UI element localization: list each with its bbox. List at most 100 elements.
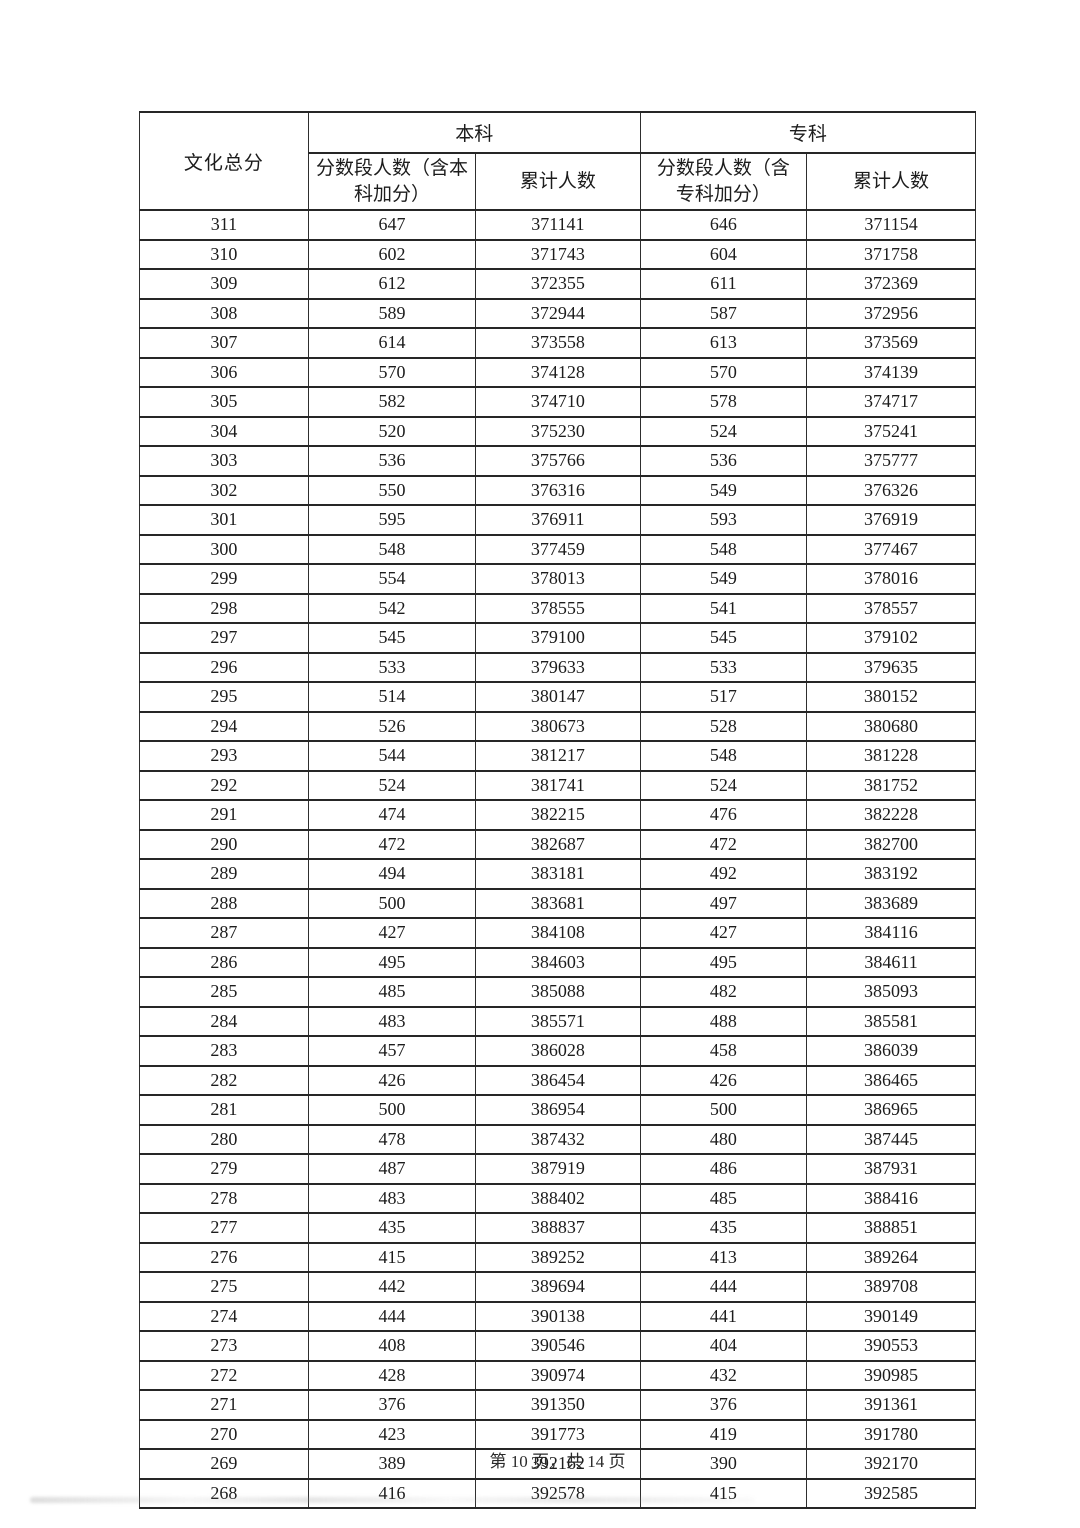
table-cell: 426: [307, 1064, 477, 1096]
table-cell: 384611: [806, 946, 976, 978]
table-cell: 392162: [475, 1448, 641, 1480]
table-row: 270 423 391773 419 391780: [139, 1418, 976, 1450]
table-cell: 288: [139, 887, 309, 919]
table-cell: 382700: [806, 828, 976, 860]
table-cell: 382228: [806, 799, 976, 831]
table-cell: 378557: [806, 592, 976, 624]
table-cell: 388416: [806, 1182, 976, 1214]
table-cell: 386454: [475, 1064, 641, 1096]
table-cell: 485: [307, 976, 477, 1008]
table-cell: 270: [139, 1418, 309, 1450]
table-cell: 387931: [806, 1153, 976, 1185]
table-cell: 381217: [475, 740, 641, 772]
scan-artifact: [30, 1497, 755, 1503]
table-cell: 387445: [806, 1123, 976, 1155]
table-cell: 376: [307, 1389, 477, 1421]
table-cell: 384116: [806, 917, 976, 949]
table-cell: 278: [139, 1182, 309, 1214]
table-cell: 526: [307, 710, 477, 742]
table-cell: 390138: [475, 1300, 641, 1332]
table-cell: 297: [139, 622, 309, 654]
table-row: 305 582 374710 578 374717: [139, 386, 976, 418]
table-cell: 376326: [806, 474, 976, 506]
table-row: 310 602 371743 604 371758: [139, 238, 976, 270]
table-cell: 293: [139, 740, 309, 772]
table-cell: 271: [139, 1389, 309, 1421]
table-cell: 390: [639, 1448, 808, 1480]
table-cell: 308: [139, 297, 309, 329]
table-cell: 371154: [806, 209, 976, 241]
table-cell: 495: [307, 946, 477, 978]
table-cell: 385088: [475, 976, 641, 1008]
table-cell: 374717: [806, 386, 976, 418]
table-cell: 476: [639, 799, 808, 831]
table-cell: 275: [139, 1271, 309, 1303]
table-cell: 277: [139, 1212, 309, 1244]
table-cell: 570: [307, 356, 477, 388]
table-cell: 383192: [806, 858, 976, 890]
table-cell: 378013: [475, 563, 641, 595]
table-cell: 549: [639, 474, 808, 506]
header-sub-row: 分数段人数（含本科加分） 累计人数 分数段人数（含专科加分） 累计人数: [140, 152, 976, 211]
table-cell: 612: [307, 268, 477, 300]
table-cell: 305: [139, 386, 309, 418]
table-cell: 488: [639, 1005, 808, 1037]
table-row: 300 548 377459 548 377467: [139, 533, 976, 565]
table-cell: 390553: [806, 1330, 976, 1362]
table-cell: 483: [307, 1182, 477, 1214]
table-cell: 372956: [806, 297, 976, 329]
table-row: 279 487 387919 486 387931: [139, 1153, 976, 1185]
table-cell: 614: [307, 327, 477, 359]
table-cell: 309: [139, 268, 309, 300]
table-cell: 500: [639, 1094, 808, 1126]
table-row: 280 478 387432 480 387445: [139, 1123, 976, 1155]
table-cell: 306: [139, 356, 309, 388]
score-distribution-table: 文化总分 本科 专科 分数段人数（含本科加分） 累计人数 分数段人数（含专科加分…: [139, 111, 977, 1509]
table-cell: 291: [139, 799, 309, 831]
table-cell: 549: [639, 563, 808, 595]
table-cell: 380680: [806, 710, 976, 742]
table-cell: 374139: [806, 356, 976, 388]
table-row: 269 389 392162 390 392170: [139, 1448, 976, 1480]
table-cell: 423: [307, 1418, 477, 1450]
table-cell: 304: [139, 415, 309, 447]
table-cell: 299: [139, 563, 309, 595]
table-cell: 386039: [806, 1035, 976, 1067]
table-cell: 387919: [475, 1153, 641, 1185]
table-cell: 514: [307, 681, 477, 713]
document-page: 文化总分 本科 专科 分数段人数（含本科加分） 累计人数 分数段人数（含专科加分…: [139, 111, 977, 1509]
table-cell: 472: [307, 828, 477, 860]
table-cell: 536: [307, 445, 477, 477]
table-cell: 589: [307, 297, 477, 329]
table-cell: 485: [639, 1182, 808, 1214]
table-cell: 282: [139, 1064, 309, 1096]
table-cell: 391350: [475, 1389, 641, 1421]
table-cell: 377467: [806, 533, 976, 565]
table-cell: 444: [639, 1271, 808, 1303]
table-cell: 379633: [475, 651, 641, 683]
table-cell: 483: [307, 1005, 477, 1037]
table-cell: 384108: [475, 917, 641, 949]
table-cell: 283: [139, 1035, 309, 1067]
table-cell: 386954: [475, 1094, 641, 1126]
table-cell: 611: [639, 268, 808, 300]
table-cell: 379102: [806, 622, 976, 654]
table-row: 282 426 386454 426 386465: [139, 1064, 976, 1096]
table-row: 294 526 380673 528 380680: [139, 710, 976, 742]
table-cell: 494: [307, 858, 477, 890]
table-row: 283 457 386028 458 386039: [139, 1035, 976, 1067]
table-cell: 487: [307, 1153, 477, 1185]
table-cell: 545: [307, 622, 477, 654]
table-cell: 427: [307, 917, 477, 949]
table-cell: 376911: [475, 504, 641, 536]
table-cell: 416: [307, 1477, 477, 1509]
table-row: 288 500 383681 497 383689: [139, 887, 976, 919]
table-cell: 289: [139, 858, 309, 890]
table-cell: 435: [307, 1212, 477, 1244]
table-cell: 578: [639, 386, 808, 418]
table-row: 293 544 381217 548 381228: [139, 740, 976, 772]
header-total-score: 文化总分: [139, 111, 309, 211]
table-cell: 587: [639, 297, 808, 329]
table-cell: 377459: [475, 533, 641, 565]
table-cell: 384603: [475, 946, 641, 978]
